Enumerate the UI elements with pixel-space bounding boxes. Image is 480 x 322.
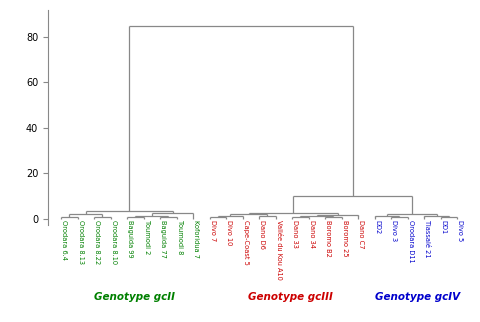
Text: Orodara 8.13: Orodara 8.13 [78, 220, 84, 264]
Text: Divo 5: Divo 5 [457, 220, 463, 241]
Text: Orodara 8.22: Orodara 8.22 [94, 220, 100, 264]
Text: Divo 10: Divo 10 [226, 220, 232, 245]
Text: Dano D6: Dano D6 [259, 220, 265, 249]
Text: Tiassalé 21: Tiassalé 21 [424, 220, 430, 257]
Text: Koforidua 7: Koforidua 7 [193, 220, 199, 258]
Text: DD1: DD1 [441, 220, 447, 234]
Text: Genotype gcIV: Genotype gcIV [375, 292, 460, 302]
Text: Genotype gcII: Genotype gcII [94, 292, 175, 302]
Text: Dano 34: Dano 34 [309, 220, 315, 248]
Text: Divo 3: Divo 3 [391, 220, 397, 241]
Text: Orodara 8.10: Orodara 8.10 [111, 220, 117, 264]
Text: Boromo 25: Boromo 25 [342, 220, 348, 256]
Text: Boromo B2: Boromo B2 [325, 220, 331, 257]
Text: Toumodi 8: Toumodi 8 [177, 220, 183, 254]
Text: DD2: DD2 [375, 220, 381, 234]
Text: Genotype gcIII: Genotype gcIII [249, 292, 333, 302]
Text: Toumodi 2: Toumodi 2 [144, 220, 150, 254]
Text: Baguida 99: Baguida 99 [127, 220, 133, 257]
Text: Dano C7: Dano C7 [358, 220, 364, 248]
Text: Orodara 6.4: Orodara 6.4 [61, 220, 67, 260]
Text: Baguida 77: Baguida 77 [160, 220, 166, 258]
Text: Cape-Coast 5: Cape-Coast 5 [243, 220, 249, 265]
Text: Dano 33: Dano 33 [292, 220, 298, 248]
Text: Orodara D11: Orodara D11 [408, 220, 414, 262]
Text: Vallée du Kou A10: Vallée du Kou A10 [276, 220, 282, 279]
Text: Divo 7: Divo 7 [210, 220, 216, 241]
